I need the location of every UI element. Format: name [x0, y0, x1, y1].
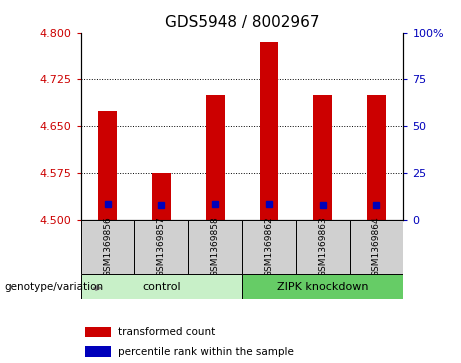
Bar — [349, 220, 403, 274]
Text: ZIPK knockdown: ZIPK knockdown — [277, 282, 368, 292]
Text: GSM1369862: GSM1369862 — [265, 216, 273, 277]
Bar — [313, 95, 332, 220]
Text: transformed count: transformed count — [118, 327, 215, 337]
Text: GSM1369857: GSM1369857 — [157, 216, 166, 277]
Bar — [85, 327, 111, 337]
Bar — [98, 111, 117, 220]
Bar — [81, 220, 135, 274]
Text: genotype/variation: genotype/variation — [5, 282, 104, 292]
Bar — [206, 95, 225, 220]
Bar — [85, 346, 111, 357]
Bar — [260, 42, 278, 220]
Bar — [242, 220, 296, 274]
Bar — [135, 220, 188, 274]
Bar — [152, 173, 171, 220]
Bar — [81, 274, 242, 299]
Text: percentile rank within the sample: percentile rank within the sample — [118, 347, 294, 356]
Text: GSM1369863: GSM1369863 — [318, 216, 327, 277]
Text: GSM1369864: GSM1369864 — [372, 216, 381, 277]
Bar — [242, 274, 403, 299]
Bar — [367, 95, 386, 220]
Title: GDS5948 / 8002967: GDS5948 / 8002967 — [165, 15, 319, 30]
Text: control: control — [142, 282, 181, 292]
Text: GSM1369858: GSM1369858 — [211, 216, 219, 277]
Bar — [296, 220, 349, 274]
Bar — [188, 220, 242, 274]
Text: GSM1369856: GSM1369856 — [103, 216, 112, 277]
